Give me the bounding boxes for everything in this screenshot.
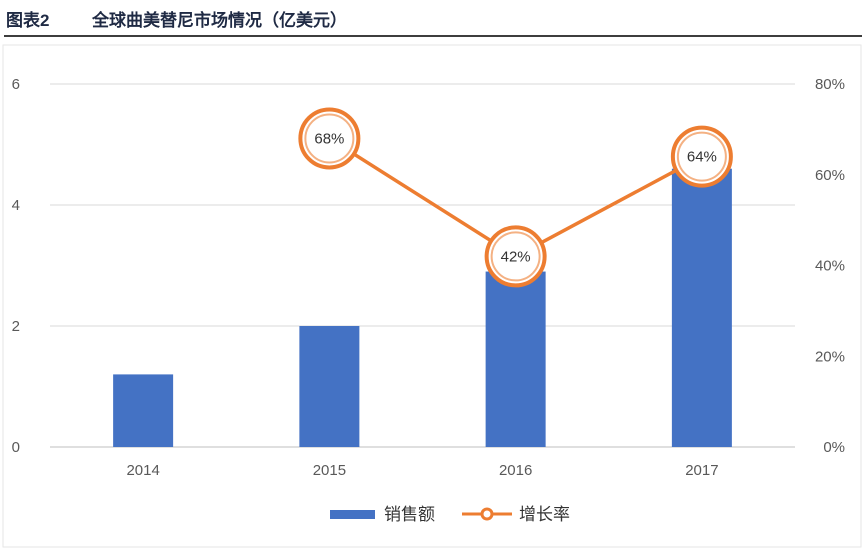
line-series: 68% 42% 64% (298, 107, 733, 288)
data-label: 64% (687, 149, 717, 166)
y2-tick-label: 20% (815, 348, 845, 365)
x-tick-label: 2015 (313, 462, 346, 479)
x-tick-label: 2017 (685, 462, 718, 479)
title-rule (4, 35, 862, 37)
bar (671, 168, 732, 447)
legend-swatch-bar (330, 510, 375, 519)
y-tick-label: 2 (12, 318, 20, 335)
right-axis: 0% 20% 40% 60% 80% (815, 76, 845, 456)
legend-label: 增长率 (519, 505, 570, 524)
chart-title: 全球曲美替尼市场情况（亿美元） (92, 11, 347, 30)
legend: 销售额 增长率 (330, 505, 570, 524)
line-marker (670, 125, 733, 188)
y2-tick-label: 40% (815, 258, 845, 275)
y2-tick-label: 80% (815, 76, 845, 93)
legend-swatch-marker (480, 507, 494, 521)
line-marker-ring (304, 113, 355, 164)
y-tick-label: 4 (12, 197, 20, 214)
gridlines (50, 83, 795, 448)
line-marker-ring (490, 231, 541, 282)
y2-tick-label: 60% (815, 167, 845, 184)
chart-frame (2, 44, 862, 548)
x-tick-label: 2014 (126, 462, 159, 479)
bar (113, 374, 174, 447)
left-axis: 0 2 4 6 (12, 76, 20, 456)
bar (299, 326, 360, 447)
figure-label: 图表2 (6, 11, 50, 30)
y-tick-label: 6 (12, 76, 20, 93)
line-marker (298, 107, 361, 170)
figure-header: 图表2 全球曲美替尼市场情况（亿美元） (0, 0, 865, 38)
legend-label: 销售额 (384, 505, 435, 524)
bar (485, 271, 546, 447)
line-marker (484, 225, 547, 288)
y2-tick-label: 0% (823, 439, 845, 456)
data-label: 42% (501, 248, 531, 265)
x-axis: 2014 2015 2016 2017 (126, 462, 718, 479)
x-tick-label: 2016 (499, 462, 532, 479)
bar-series (113, 168, 732, 447)
line-marker-ring (676, 131, 727, 182)
y-tick-label: 0 (12, 439, 20, 456)
data-label: 68% (314, 130, 344, 147)
